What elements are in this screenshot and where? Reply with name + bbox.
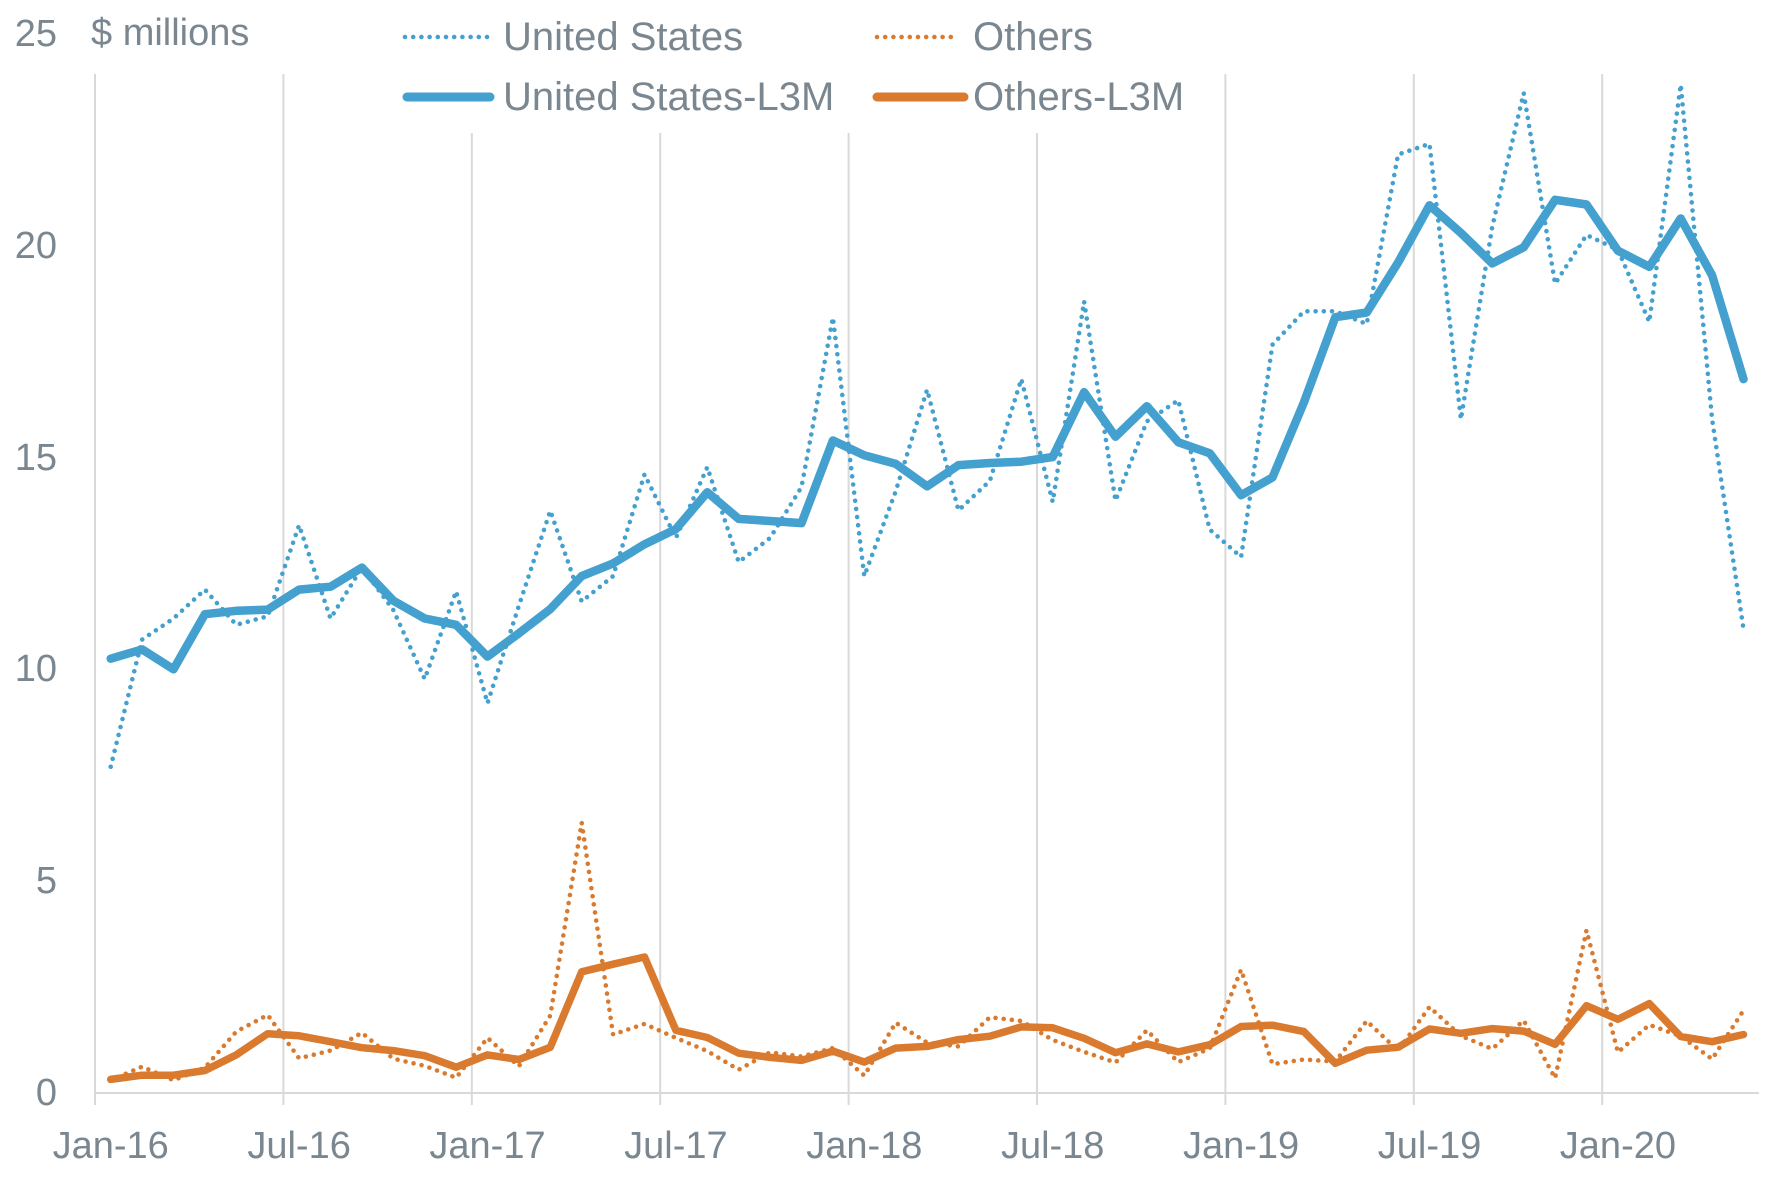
- svg-text:20: 20: [15, 225, 57, 267]
- svg-text:Jan-20: Jan-20: [1560, 1125, 1676, 1167]
- svg-text:0: 0: [36, 1072, 57, 1114]
- svg-text:Jan-17: Jan-17: [429, 1125, 545, 1167]
- svg-text:5: 5: [36, 860, 57, 902]
- svg-text:Jul-19: Jul-19: [1378, 1125, 1482, 1167]
- svg-text:Jul-16: Jul-16: [247, 1125, 351, 1167]
- svg-text:Jul-17: Jul-17: [624, 1125, 728, 1167]
- svg-text:United States: United States: [503, 15, 743, 59]
- svg-text:10: 10: [15, 648, 57, 690]
- svg-text:25: 25: [15, 13, 57, 55]
- svg-text:Others: Others: [973, 15, 1093, 59]
- svg-text:$ millions: $ millions: [91, 12, 249, 54]
- svg-text:United States-L3M: United States-L3M: [503, 75, 834, 119]
- svg-text:15: 15: [15, 437, 57, 479]
- svg-text:Jan-18: Jan-18: [806, 1125, 922, 1167]
- svg-text:Others-L3M: Others-L3M: [973, 75, 1184, 119]
- svg-text:Jan-16: Jan-16: [53, 1125, 169, 1167]
- svg-text:Jan-19: Jan-19: [1183, 1125, 1299, 1167]
- svg-text:Jul-18: Jul-18: [1001, 1125, 1105, 1167]
